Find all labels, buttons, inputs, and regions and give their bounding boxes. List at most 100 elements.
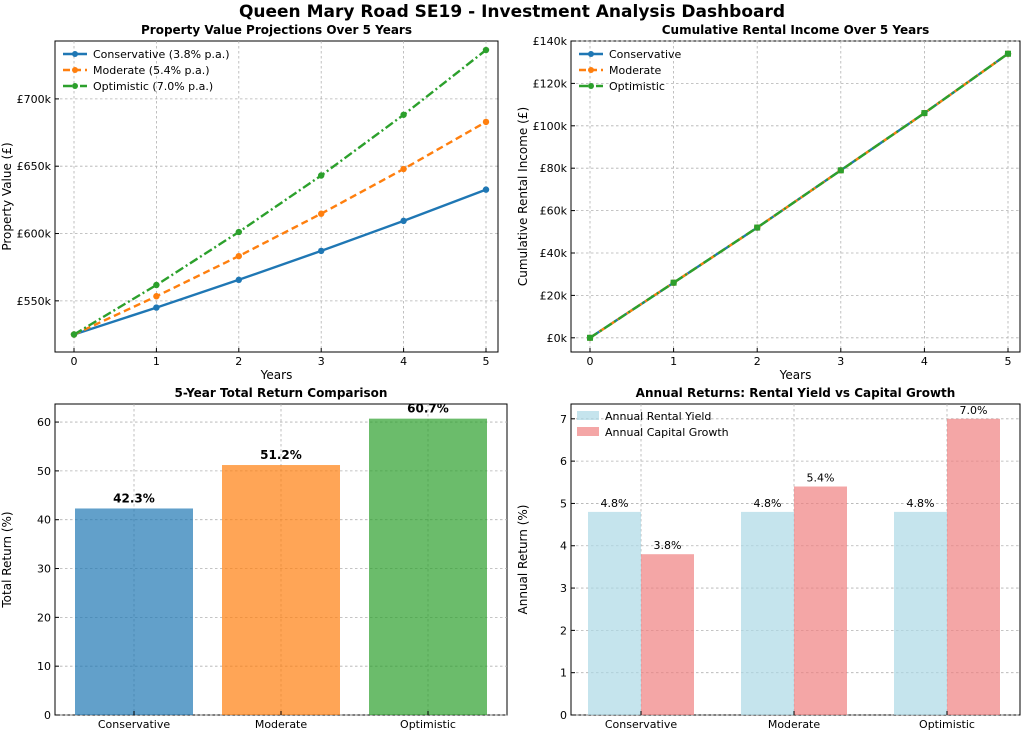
- x-tick-label: Optimistic: [919, 718, 975, 731]
- bar-annual-capital-growth-optimistic: [947, 418, 1000, 715]
- chart-title: Property Value Projections Over 5 Years: [141, 23, 412, 37]
- y-tick-label: 60: [37, 416, 51, 429]
- bar-value-label: 51.2%: [260, 448, 302, 462]
- legend-swatch-annual-capital-growth: [577, 427, 599, 436]
- series-line-optimistic-7-0-p-a: [73, 49, 487, 336]
- y-tick-label: £20k: [540, 289, 568, 302]
- plot-frame: [54, 40, 499, 353]
- bar-value-label: 4.8%: [754, 497, 782, 510]
- chart-annual-returns: Annual Returns: Rental Yield vs Capital …: [516, 386, 1021, 731]
- legend-marker: [72, 83, 78, 89]
- data-point: [318, 210, 325, 217]
- data-point: [482, 46, 490, 54]
- x-tick-label: 4: [921, 355, 928, 368]
- bar-value-label: 60.7%: [407, 402, 449, 416]
- y-tick-label: £550k: [17, 295, 52, 308]
- data-point: [235, 252, 242, 260]
- y-tick-label: £600k: [17, 228, 52, 241]
- data-point: [235, 228, 242, 236]
- bar-value-label: 5.4%: [807, 472, 835, 485]
- x-tick-label: 1: [670, 355, 677, 368]
- legend-marker: [588, 51, 594, 57]
- x-tick-label: Optimistic: [400, 718, 456, 731]
- x-tick-label: 2: [754, 355, 761, 368]
- data-point: [754, 224, 761, 231]
- bar-value-label: 3.8%: [654, 539, 682, 552]
- data-point: [318, 172, 325, 179]
- legend-marker: [72, 67, 78, 73]
- y-tick-label: 3: [560, 582, 567, 595]
- y-tick-label: 10: [37, 660, 51, 673]
- y-tick-label: 40: [37, 514, 51, 527]
- chart-total-return-comparison: 5-Year Total Return Comparison Total Retu…: [0, 386, 508, 731]
- x-tick-label: Moderate: [768, 718, 821, 731]
- y-axis-label: Cumulative Rental Income (£): [516, 107, 530, 286]
- chart-property-value-projections: Property Value Projections Over 5 Years P…: [0, 23, 499, 382]
- legend-label: Annual Capital Growth: [605, 426, 729, 439]
- series-line-optimistic: [589, 52, 1009, 339]
- y-tick-label: £40k: [540, 247, 568, 260]
- chart-title: Annual Returns: Rental Yield vs Capital …: [636, 386, 956, 400]
- y-tick-label: 0: [44, 709, 51, 722]
- y-tick-label: £700k: [17, 93, 52, 106]
- y-tick-label: 1: [560, 667, 567, 680]
- data-point: [587, 334, 593, 341]
- x-tick-label: 5: [483, 355, 490, 368]
- y-tick-label: £80k: [540, 162, 568, 175]
- y-tick-label: £650k: [17, 160, 52, 173]
- bar-value-label: 42.3%: [113, 491, 155, 505]
- y-tick-label: 2: [560, 624, 567, 637]
- chart-cumulative-rental-income: Cumulative Rental Income Over 5 Years Cum…: [516, 23, 1021, 382]
- data-point: [400, 111, 407, 118]
- chart-title: 5-Year Total Return Comparison: [175, 386, 388, 400]
- bar-conservative: [75, 508, 193, 715]
- x-tick-label: Conservative: [605, 718, 678, 731]
- legend-label: Conservative (3.8% p.a.): [93, 48, 230, 61]
- legend-label: Moderate (5.4% p.a.): [93, 64, 210, 77]
- x-axis-label: Years: [260, 368, 293, 382]
- y-tick-label: £120k: [533, 77, 568, 90]
- series-line-conservative-3-8-p-a: [73, 188, 487, 336]
- y-axis-label: Annual Return (%): [516, 505, 530, 615]
- data-point: [482, 118, 490, 126]
- y-tick-label: 4: [560, 540, 567, 553]
- y-tick-label: 6: [560, 455, 567, 468]
- chart-title: Cumulative Rental Income Over 5 Years: [662, 23, 930, 37]
- dashboard-title: Queen Mary Road SE19 - Investment Analys…: [239, 2, 785, 22]
- legend-label: Optimistic (7.0% p.a.): [93, 80, 213, 93]
- data-point: [482, 186, 490, 193]
- data-point: [153, 293, 160, 300]
- x-tick-label: 4: [400, 355, 407, 368]
- x-tick-label: 3: [318, 355, 325, 368]
- y-tick-label: 5: [560, 497, 567, 510]
- legend-label: Annual Rental Yield: [605, 410, 711, 423]
- data-point: [318, 247, 325, 255]
- bar-annual-capital-growth-conservative: [641, 554, 694, 715]
- data-point: [400, 217, 407, 225]
- x-tick-label: 0: [587, 355, 594, 368]
- x-tick-label: 5: [1005, 355, 1012, 368]
- legend-marker: [588, 67, 594, 73]
- legend-marker: [588, 83, 594, 89]
- legend-label: Moderate: [609, 64, 662, 77]
- x-tick-label: 2: [235, 355, 242, 368]
- data-point: [153, 304, 160, 311]
- bar-annual-rental-yield-optimistic: [894, 511, 947, 715]
- y-tick-label: 0: [560, 709, 567, 722]
- legend-label: Optimistic: [609, 80, 665, 93]
- bar-annual-capital-growth-moderate: [794, 486, 847, 715]
- bar-annual-rental-yield-moderate: [741, 511, 794, 715]
- y-tick-label: £0k: [547, 332, 568, 345]
- y-tick-label: 20: [37, 611, 51, 624]
- y-tick-label: £60k: [540, 205, 568, 218]
- y-tick-label: 7: [560, 413, 567, 426]
- x-tick-label: 1: [153, 355, 160, 368]
- data-point: [235, 276, 242, 284]
- bar-value-label: 7.0%: [960, 404, 988, 417]
- data-point: [670, 279, 677, 286]
- legend-marker: [72, 51, 78, 57]
- x-tick-label: Conservative: [98, 718, 171, 731]
- y-tick-label: 50: [37, 465, 51, 478]
- bar-optimistic: [369, 418, 487, 715]
